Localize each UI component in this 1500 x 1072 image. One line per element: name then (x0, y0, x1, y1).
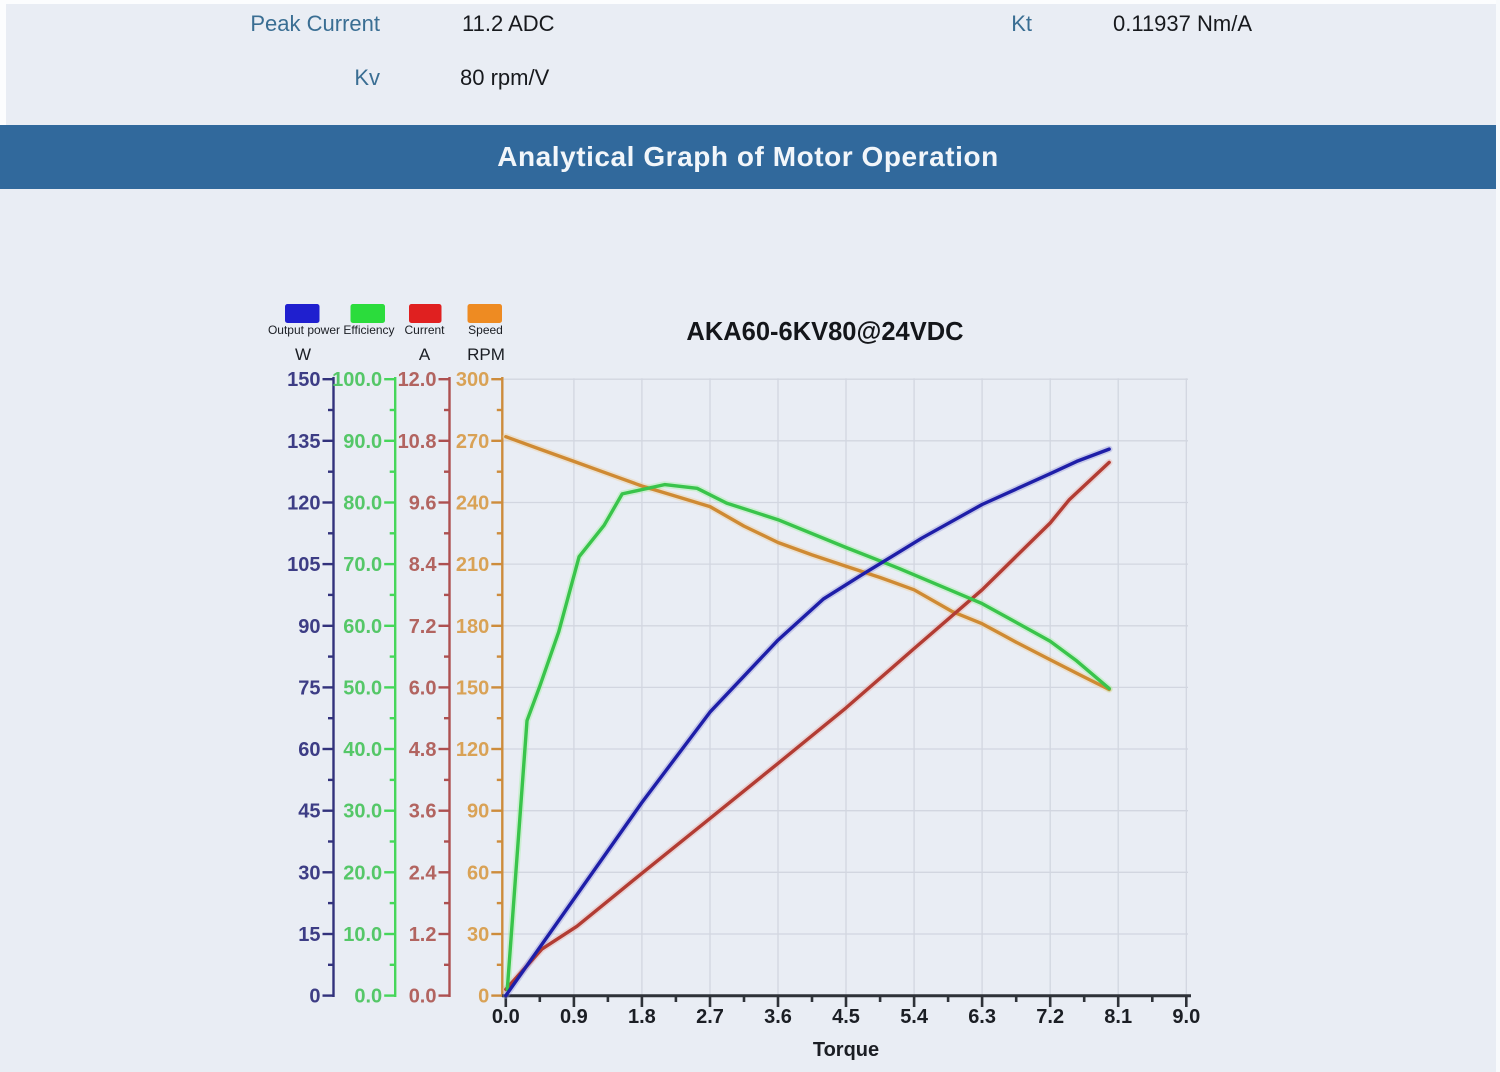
svg-text:150: 150 (287, 369, 320, 391)
svg-text:60: 60 (467, 862, 489, 884)
svg-text:10.8: 10.8 (398, 431, 437, 453)
svg-text:20.0: 20.0 (343, 862, 382, 884)
svg-text:7.2: 7.2 (1036, 1006, 1064, 1028)
svg-text:90.0: 90.0 (343, 431, 382, 453)
svg-text:A: A (419, 345, 431, 364)
svg-text:7.2: 7.2 (409, 616, 437, 638)
svg-text:270: 270 (456, 431, 489, 453)
svg-text:30: 30 (298, 862, 320, 884)
svg-text:5.4: 5.4 (900, 1006, 929, 1028)
svg-text:15: 15 (298, 924, 320, 946)
svg-text:Speed: Speed (468, 323, 503, 337)
svg-text:0: 0 (309, 986, 320, 1008)
svg-text:75: 75 (298, 677, 320, 699)
svg-text:30: 30 (467, 924, 489, 946)
svg-text:80.0: 80.0 (343, 493, 382, 515)
svg-text:Torque: Torque (813, 1039, 879, 1061)
svg-text:6.3: 6.3 (968, 1006, 996, 1028)
svg-text:300: 300 (456, 369, 489, 391)
svg-text:90: 90 (298, 616, 320, 638)
svg-text:0.0: 0.0 (354, 986, 382, 1008)
svg-text:3.6: 3.6 (764, 1006, 792, 1028)
svg-text:Current: Current (404, 323, 445, 337)
svg-text:10.0: 10.0 (343, 924, 382, 946)
svg-text:100.0: 100.0 (332, 369, 382, 391)
svg-text:0.0: 0.0 (492, 1006, 520, 1028)
svg-text:70.0: 70.0 (343, 554, 382, 576)
svg-text:6.0: 6.0 (409, 677, 437, 699)
svg-text:9.6: 9.6 (409, 493, 437, 515)
svg-text:90: 90 (467, 801, 489, 823)
svg-text:8.1: 8.1 (1104, 1006, 1132, 1028)
svg-text:60.0: 60.0 (343, 616, 382, 638)
svg-text:50.0: 50.0 (343, 677, 382, 699)
svg-text:40.0: 40.0 (343, 739, 382, 761)
svg-text:150: 150 (456, 677, 489, 699)
svg-text:120: 120 (287, 493, 320, 515)
svg-text:12.0: 12.0 (398, 369, 437, 391)
svg-text:Output power: Output power (268, 323, 340, 337)
svg-text:Efficiency: Efficiency (343, 323, 394, 337)
svg-text:240: 240 (456, 493, 489, 515)
svg-text:3.6: 3.6 (409, 801, 437, 823)
svg-text:1.2: 1.2 (409, 924, 437, 946)
svg-text:30.0: 30.0 (343, 801, 382, 823)
svg-text:0: 0 (478, 986, 489, 1008)
svg-text:180: 180 (456, 616, 489, 638)
svg-text:120: 120 (456, 739, 489, 761)
svg-text:1.8: 1.8 (628, 1006, 656, 1028)
svg-text:AKA60-6KV80@24VDC: AKA60-6KV80@24VDC (686, 318, 963, 346)
svg-text:4.5: 4.5 (832, 1006, 860, 1028)
svg-text:135: 135 (287, 431, 320, 453)
svg-text:RPM: RPM (467, 345, 505, 364)
svg-text:4.8: 4.8 (409, 739, 437, 761)
svg-text:105: 105 (287, 554, 320, 576)
svg-text:45: 45 (298, 801, 320, 823)
svg-text:0.0: 0.0 (409, 986, 437, 1008)
svg-text:2.7: 2.7 (696, 1006, 724, 1028)
svg-text:W: W (295, 345, 311, 364)
svg-text:8.4: 8.4 (409, 554, 438, 576)
svg-text:0.9: 0.9 (560, 1006, 588, 1028)
svg-text:60: 60 (298, 739, 320, 761)
svg-text:2.4: 2.4 (409, 862, 438, 884)
svg-text:210: 210 (456, 554, 489, 576)
svg-text:9.0: 9.0 (1172, 1006, 1200, 1028)
